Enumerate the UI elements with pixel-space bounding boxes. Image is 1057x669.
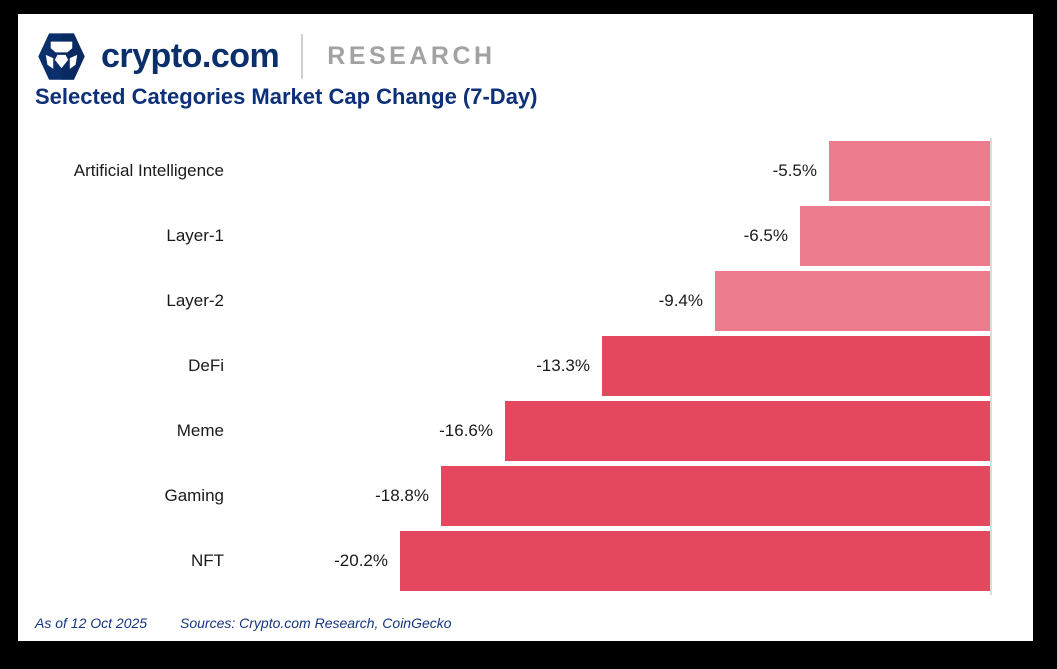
chart-row: Gaming -18.8% — [18, 466, 990, 531]
bar — [829, 141, 990, 201]
value-label: -13.3% — [536, 356, 590, 375]
category-label: DeFi — [188, 356, 224, 375]
value-label: -20.2% — [334, 551, 388, 570]
chart-row: Layer-2 -9.4% — [18, 271, 990, 336]
value-label: -16.6% — [439, 421, 493, 440]
as-of-date: As of 12 Oct 2025 — [35, 615, 148, 631]
category-label: Gaming — [164, 486, 224, 505]
value-label: -9.4% — [658, 291, 703, 310]
value-label: -5.5% — [772, 161, 817, 180]
bar — [602, 336, 990, 396]
header-divider — [301, 33, 304, 79]
page-title: Selected Categories Market Cap Change (7… — [35, 84, 538, 109]
value-label: -18.8% — [375, 486, 429, 505]
chart-card: crypto.com RESEARCH Selected Categories … — [18, 14, 1033, 641]
zero-axis-line — [990, 138, 992, 595]
brand-header: crypto.com RESEARCH — [35, 29, 496, 83]
bar — [400, 531, 990, 591]
chart-row: DeFi -13.3% — [18, 336, 990, 401]
chart-row: Meme -16.6% — [18, 401, 990, 466]
sources-note: Sources: Crypto.com Research, CoinGecko — [180, 615, 452, 631]
category-label: Layer-2 — [166, 291, 224, 310]
bar — [505, 401, 990, 461]
bar — [800, 206, 990, 266]
chart-row: Artificial Intelligence -5.5% — [18, 141, 990, 206]
chart-row: NFT -20.2% — [18, 531, 990, 596]
bar-chart: Artificial Intelligence -5.5% Layer-1 -6.5%… — [18, 138, 1033, 596]
value-label: -6.5% — [743, 226, 788, 245]
category-label: Artificial Intelligence — [73, 161, 224, 180]
bar — [715, 271, 990, 331]
chart-row: Layer-1 -6.5% — [18, 206, 990, 271]
brand-wordmark: crypto.com — [101, 36, 280, 75]
crypto-com-logo-icon — [35, 30, 88, 83]
research-label: RESEARCH — [327, 41, 496, 70]
category-label: Layer-1 — [166, 226, 224, 245]
bar — [441, 466, 990, 526]
category-label: NFT — [190, 551, 224, 570]
category-label: Meme — [176, 421, 224, 440]
